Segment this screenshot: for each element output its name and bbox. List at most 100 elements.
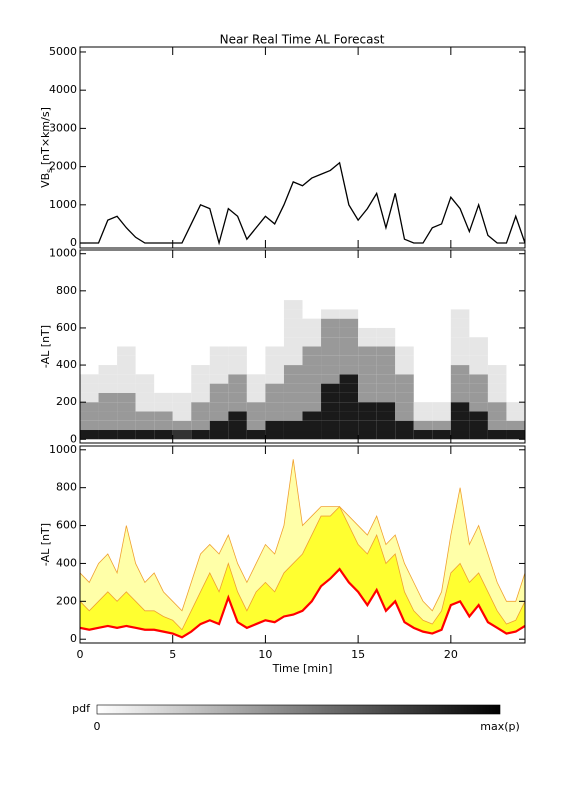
heat-cell [172,402,192,412]
heat-cell [358,383,377,393]
heat-cell [339,346,359,356]
heat-cell [487,374,507,384]
heat-cell [506,411,525,421]
heat-cell [321,365,340,375]
heat-cell [117,365,136,375]
heat-cell [469,374,488,384]
heat-cell [80,430,99,440]
heat-cell [154,402,173,412]
heat-cell [302,355,322,366]
heat-cell [209,383,229,393]
heat-cell [376,392,396,403]
heat-cell [339,318,359,328]
heat-cell [487,402,507,412]
y-tick-label: 600 [56,519,77,532]
heat-cell [321,346,340,356]
heat-cell [117,374,136,384]
heat-cell [283,420,303,431]
plot-area [80,161,525,246]
y-tick-label: 3000 [49,121,77,134]
heat-cell [302,411,322,421]
y-tick-label: 1000 [49,198,77,211]
heat-cell [135,392,155,403]
heat-cell [228,365,247,375]
heat-cell [395,355,414,366]
heat-cell [172,392,192,403]
heat-cell [209,374,229,384]
heat-cell [283,411,303,421]
heat-cell [339,337,359,347]
panel-frame [79,445,526,644]
heat-cell [469,420,488,431]
y-axis-label: VBs [nT×km/s] [39,107,54,188]
plot-area [80,459,525,639]
x-axis-label: Time [min] [272,662,333,675]
heat-cell [117,383,136,393]
heat-cell [450,430,470,440]
heat-cell [450,318,470,328]
heat-cell [487,420,507,431]
heat-cell [506,420,525,431]
heat-cell [450,346,470,356]
heat-cell [395,383,414,393]
y-tick-label: 200 [56,594,77,607]
heat-cell [321,309,340,319]
heat-cell [172,411,192,421]
heat-cell [339,392,359,403]
heat-cell [135,383,155,393]
heat-cell [117,430,136,440]
heat-cell [98,411,118,421]
y-tick-label: 0 [70,236,77,249]
heat-cell [265,346,284,356]
y-tick-label: 800 [56,284,77,297]
heat-cell [358,337,377,347]
heat-cell [450,337,470,347]
heat-cell [321,318,340,328]
colorbar-min: 0 [94,720,101,733]
heat-cell [246,374,266,384]
heat-cell [469,430,488,440]
y-tick-label: 1000 [49,247,77,260]
heat-cell [450,355,470,366]
heat-cell [376,420,396,431]
heat-cell [265,420,284,431]
heat-cell [321,392,340,403]
heat-cell [358,346,377,356]
heat-cell [339,430,359,440]
heat-cell [450,402,470,412]
chart-title: Near Real Time AL Forecast [220,33,385,47]
heat-cell [191,365,210,375]
heat-cell [80,383,99,393]
heat-cell [283,327,303,338]
heat-cell [98,374,118,384]
heat-cell [321,327,340,338]
colorbar-max: max(p) [480,720,520,733]
heat-cell [265,411,284,421]
heat-cell [228,383,247,393]
heat-cell [395,346,414,356]
heat-cell [450,374,470,384]
heat-cell [376,337,396,347]
heat-cell [98,402,118,412]
heat-cell [265,365,284,375]
heat-cell [154,430,173,440]
heat-cell [283,337,303,347]
heat-cell [117,346,136,356]
heat-cell [80,420,99,431]
heat-cell [302,327,322,338]
data-line [80,161,525,246]
heat-cell [321,355,340,366]
heat-cell [358,420,377,431]
heat-cell [191,383,210,393]
x-tick-label: 15 [351,648,365,661]
y-tick-label: 5000 [49,45,77,58]
y-tick-label: 0 [70,632,77,645]
heat-cell [469,392,488,403]
heat-cell [413,430,433,440]
heat-cell [154,420,173,431]
x-tick-label: 0 [77,648,84,661]
heat-cell [358,365,377,375]
panel-frame [79,249,526,444]
heat-cell [339,327,359,338]
heat-cell [339,411,359,421]
